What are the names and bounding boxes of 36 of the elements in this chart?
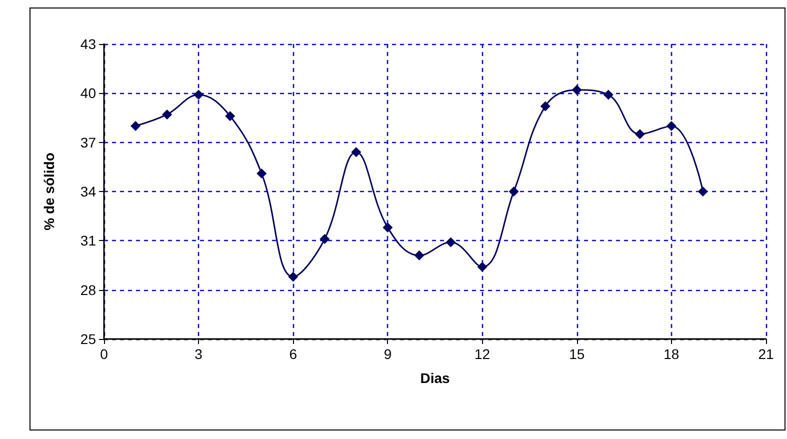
point <box>572 84 582 95</box>
x-tick-label: 3 <box>194 346 203 362</box>
y-tick-label: 31 <box>80 232 96 249</box>
y-tick-label: 43 <box>80 36 96 52</box>
point <box>320 234 330 244</box>
x-tick-label: 18 <box>664 346 680 362</box>
point <box>446 237 456 248</box>
y-tick-label: 25 <box>80 331 96 347</box>
x-tick-label: 12 <box>474 346 490 362</box>
x-tick-label: 21 <box>758 346 774 362</box>
y-tick-label: 34 <box>80 184 96 200</box>
point <box>414 250 424 260</box>
point <box>382 222 393 233</box>
x-tick-label: 15 <box>569 346 585 362</box>
y-tick-label: 37 <box>80 134 96 150</box>
point <box>194 90 204 100</box>
point <box>698 186 708 196</box>
point <box>508 186 519 196</box>
point <box>603 90 614 100</box>
point <box>130 120 141 131</box>
point <box>162 109 172 120</box>
x-tick-label: 0 <box>100 346 108 362</box>
y-tick-label: 40 <box>80 85 96 102</box>
point <box>225 111 236 122</box>
y-axis-title: % de sólido <box>41 152 57 230</box>
point <box>666 120 676 131</box>
point <box>351 147 362 158</box>
point <box>540 101 550 112</box>
x-tick-label: 6 <box>289 346 298 362</box>
point <box>634 129 645 140</box>
point <box>288 272 298 282</box>
x-tick-label: 9 <box>384 346 392 362</box>
point <box>256 168 267 178</box>
x-axis-title: Dias <box>420 370 450 386</box>
y-tick-label: 28 <box>80 282 96 298</box>
point <box>477 262 488 272</box>
